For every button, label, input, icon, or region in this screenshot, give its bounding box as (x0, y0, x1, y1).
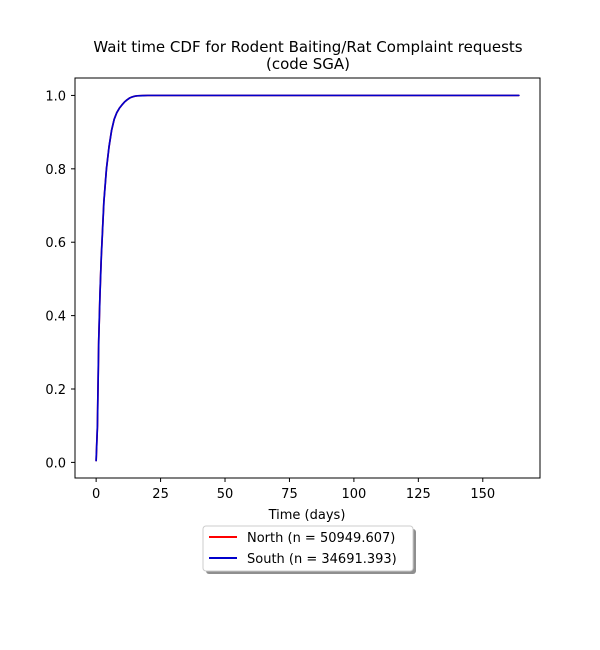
series-line-south (95, 94, 520, 462)
plot-frame (74, 77, 541, 479)
x-axis-label: Time (days) (268, 508, 346, 523)
x-tick-label: 50 (217, 487, 234, 502)
x-tick-label: 100 (341, 487, 366, 502)
x-tick-label: 0 (92, 487, 100, 502)
y-tick-label: 0.0 (45, 456, 66, 471)
legend-box (202, 525, 414, 572)
x-tick-label: 25 (152, 487, 169, 502)
x-tick-label: 125 (406, 487, 431, 502)
y-tick-label: 0.6 (45, 236, 66, 251)
x-tick-label: 150 (470, 487, 495, 502)
y-tick-label: 0.8 (45, 163, 66, 178)
chart-title-line-2: (code SGA) (266, 55, 350, 73)
chart-title-line-1: Wait time CDF for Rodent Baiting/Rat Com… (93, 38, 522, 56)
legend-label-north: North (n = 50949.607) (247, 531, 395, 546)
y-tick-label: 0.2 (45, 383, 66, 398)
plot-area: 0 25 50 75 100 125 150 0.0 0.2 0.4 0.6 0.8 1.0 (45, 89, 520, 502)
y-tick-label: 1.0 (45, 89, 66, 104)
x-tick-label: 75 (281, 487, 298, 502)
y-tick-label: 0.4 (45, 310, 66, 325)
legend-label-south: South (n = 34691.393) (247, 552, 397, 567)
legend: North (n = 50949.607) South (n = 34691.3… (202, 525, 416, 574)
